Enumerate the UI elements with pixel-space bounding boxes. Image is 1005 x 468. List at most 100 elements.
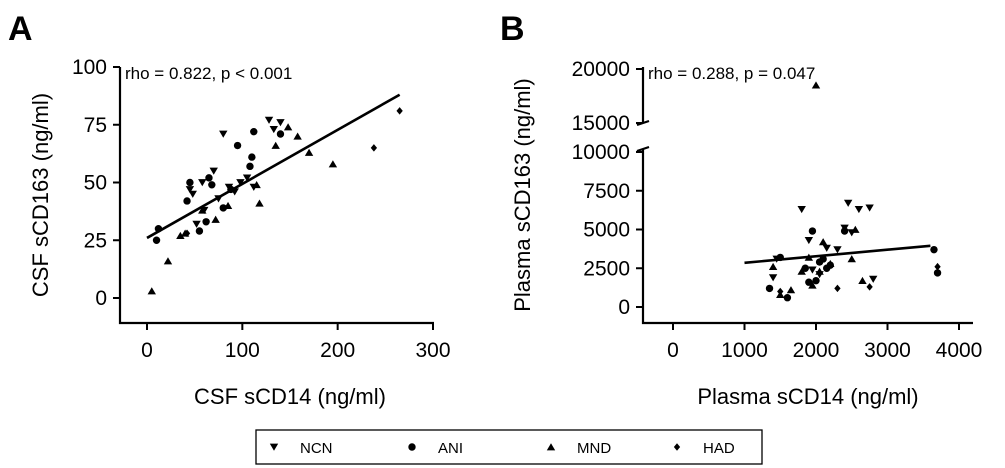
panel-a-point-ani <box>186 178 194 187</box>
panel-a-point-mnd <box>163 257 173 265</box>
panel-a-point-ani <box>183 197 191 205</box>
legend: NCN ANI MND HAD <box>255 429 763 465</box>
panel-a-point-mnd <box>252 181 261 189</box>
panel-a-point-ani <box>233 141 242 150</box>
panel-a-point-ncn <box>198 179 207 187</box>
panel-a-axes <box>118 67 434 325</box>
panel-b-point-mnd <box>858 276 867 285</box>
panel-a-point-mnd <box>293 132 302 140</box>
panel-a-point-mnd <box>147 287 156 295</box>
panel-a-point-mnd <box>304 148 314 156</box>
panel-a-stat-annotation: rho = 0.822, p < 0.001 <box>125 64 292 83</box>
panel-a-point-mnd <box>198 206 207 214</box>
panel-a-point-ncn <box>264 116 274 124</box>
panel-b-point-mnd <box>847 255 856 263</box>
panel-a-point-ani <box>250 127 258 136</box>
panel-b-point-mnd <box>815 267 824 275</box>
panel-a-point-ncn <box>242 174 252 182</box>
panel-b-regression-line <box>744 244 931 265</box>
panel-b-point-had <box>777 287 784 296</box>
panel-a-point-ncn <box>219 130 228 138</box>
panel-a-point-ani <box>276 130 285 138</box>
panel-b-point-mnd <box>768 262 778 271</box>
panel-b-y-tick-label: 2500 <box>583 257 630 280</box>
panel-a-point-ncn <box>269 126 278 134</box>
panel-a-y-axis-label: CSF sCD163 (ng/ml) <box>28 93 53 297</box>
panel-a-point-mnd <box>223 201 233 209</box>
panel-a-point-ncn <box>209 167 218 175</box>
panel-b-point-ani <box>812 276 820 285</box>
panel-b-point-ani <box>765 284 774 293</box>
panel-b-point-mnd <box>797 267 806 275</box>
panel-a-x-tick-label: 100 <box>225 339 260 362</box>
panel-b-point-ani <box>801 264 809 272</box>
panel-a-x-tick-label: 0 <box>141 339 153 362</box>
panel-b-point-had <box>834 284 841 293</box>
panel-b-x-tick-label: 4000 <box>936 339 983 362</box>
panel-b-point-ncn <box>833 246 842 254</box>
panel-a: A 0 100 200 300 0 25 50 75 100 rho = 0.822, p < … <box>8 10 451 409</box>
panel-b-point-mnd <box>818 238 828 246</box>
panel-a-y-tick-label: 75 <box>84 114 107 137</box>
panel-b-y-tick-label: 5000 <box>583 219 630 242</box>
panel-a-point-had <box>370 144 378 152</box>
panel-b-point-mnd <box>826 259 835 267</box>
panel-a-y-tick-label: 50 <box>84 172 107 195</box>
panel-b-letter: B <box>500 10 525 48</box>
panel-b-point-mnd <box>811 81 821 89</box>
legend-label-ncn: NCN <box>300 440 333 457</box>
panel-a-point-ncn <box>192 220 201 228</box>
legend-marker-ncn <box>269 443 279 451</box>
panel-b-axes <box>641 67 973 325</box>
panel-a-point-ani <box>248 153 256 161</box>
panel-a-x-axis-label: CSF sCD14 (ng/ml) <box>194 384 386 409</box>
panel-b-axis-break <box>636 119 650 153</box>
panel-a-point-had <box>183 229 191 238</box>
panel-b-x-tick-label: 3000 <box>864 339 911 362</box>
panel-b-point-ncn <box>804 236 814 245</box>
legend-marker-had <box>673 443 681 451</box>
panel-b-point-mnd <box>808 281 817 289</box>
panel-b-y-tick-label: 15000 <box>572 112 630 135</box>
panel-a-point-ncn <box>276 119 285 127</box>
panel-a-point-mnd <box>176 231 185 239</box>
panel-b-point-mnd <box>851 225 860 233</box>
panel-b-point-ncn <box>768 274 778 282</box>
panel-a-point-ani <box>152 236 161 244</box>
panel-b-y-tick-label: 7500 <box>583 180 630 203</box>
panel-b-x-tick-label: 0 <box>667 339 679 362</box>
panel-b-point-had <box>866 283 873 291</box>
panel-b-x-tick-label: 1000 <box>721 339 768 362</box>
panel-b-stat-annotation: rho = 0.288, p = 0.047 <box>648 64 815 83</box>
panel-a-point-mnd <box>211 215 220 223</box>
panel-a-point-ncn <box>185 186 195 194</box>
legend-marker-mnd <box>546 443 556 451</box>
legend-marker-ani <box>408 443 416 451</box>
panel-b-point-had <box>934 262 941 271</box>
panel-b-point-ani <box>930 245 938 254</box>
panel-a-x-tick-label: 300 <box>415 339 450 362</box>
panel-b-point-ncn <box>869 275 878 283</box>
panel-b-point-ncn <box>843 199 853 207</box>
panel-a-point-ani <box>246 162 254 171</box>
panel-a-y-tick-label: 25 <box>84 229 107 252</box>
panel-b-point-ncn <box>854 205 864 214</box>
panel-b-point-ani <box>805 278 813 286</box>
panel-b-point-ani <box>808 227 817 235</box>
panel-a-point-ani <box>205 174 213 182</box>
panel-a-point-ani <box>202 218 210 226</box>
panel-b-x-tick-label: 2000 <box>793 339 840 362</box>
panel-a-point-mnd <box>328 160 338 168</box>
panel-b-y-axis-label: Plasma sCD163 (ng/ml) <box>510 78 535 312</box>
panel-a-point-ncn <box>188 190 197 198</box>
panel-b-point-ncn <box>822 244 831 252</box>
panel-b-y-tick-label: 0 <box>618 296 630 319</box>
legend-label-ani: ANI <box>438 440 463 457</box>
panel-b: B 0 1000 2000 3000 4000 0 2500 5000 7500 10000 150… <box>500 10 982 409</box>
panel-a-x-tick-label: 200 <box>320 339 355 362</box>
panel-a-point-mnd <box>283 123 293 131</box>
panel-b-point-ncn <box>808 266 817 274</box>
panel-b-point-ncn <box>865 204 874 212</box>
panel-a-point-had <box>396 107 403 115</box>
